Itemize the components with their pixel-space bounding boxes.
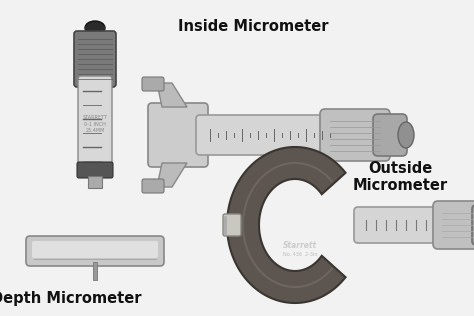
FancyBboxPatch shape bbox=[373, 114, 407, 156]
FancyBboxPatch shape bbox=[223, 214, 241, 236]
FancyBboxPatch shape bbox=[148, 103, 208, 167]
FancyBboxPatch shape bbox=[472, 205, 474, 245]
FancyBboxPatch shape bbox=[74, 31, 116, 87]
FancyBboxPatch shape bbox=[433, 201, 474, 249]
FancyBboxPatch shape bbox=[320, 109, 390, 161]
Text: No. 436  2-3in: No. 436 2-3in bbox=[283, 252, 317, 258]
FancyBboxPatch shape bbox=[196, 115, 344, 155]
FancyBboxPatch shape bbox=[78, 76, 112, 177]
FancyBboxPatch shape bbox=[32, 241, 158, 258]
FancyBboxPatch shape bbox=[26, 236, 164, 266]
Ellipse shape bbox=[398, 122, 414, 148]
FancyBboxPatch shape bbox=[77, 162, 113, 178]
Polygon shape bbox=[157, 163, 187, 187]
Polygon shape bbox=[157, 83, 187, 107]
Text: Starrett: Starrett bbox=[283, 240, 317, 250]
Ellipse shape bbox=[85, 21, 105, 35]
Text: Inside Micrometer: Inside Micrometer bbox=[178, 19, 329, 34]
Polygon shape bbox=[227, 147, 346, 303]
Text: Depth Micrometer: Depth Micrometer bbox=[0, 291, 142, 306]
Text: Outside
Micrometer: Outside Micrometer bbox=[353, 161, 448, 193]
Bar bbox=[85, 26, 105, 36]
Text: STARRETT
0-1 INCH
25.4MM: STARRETT 0-1 INCH 25.4MM bbox=[82, 115, 108, 133]
Bar bbox=[93, 262, 97, 280]
Bar bbox=[88, 176, 102, 188]
FancyBboxPatch shape bbox=[354, 207, 452, 243]
FancyBboxPatch shape bbox=[142, 179, 164, 193]
FancyBboxPatch shape bbox=[142, 77, 164, 91]
